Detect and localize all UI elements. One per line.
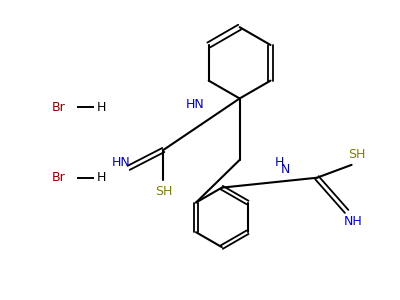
- Text: Br: Br: [51, 171, 65, 184]
- Text: Br: Br: [51, 101, 65, 114]
- Text: SH: SH: [348, 148, 365, 161]
- Text: H: H: [274, 156, 284, 170]
- Text: HN: HN: [186, 98, 204, 111]
- Text: SH: SH: [155, 185, 172, 198]
- Text: H: H: [97, 171, 106, 184]
- Text: N: N: [280, 163, 290, 176]
- Text: H: H: [97, 101, 106, 114]
- Text: NH: NH: [344, 215, 363, 228]
- Text: HN: HN: [111, 156, 130, 170]
